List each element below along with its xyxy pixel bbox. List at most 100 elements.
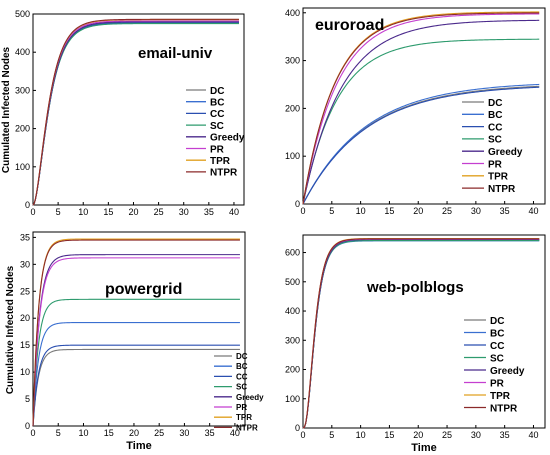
x-tick-label: 20 xyxy=(413,206,423,216)
legend-label: PR xyxy=(236,403,247,412)
series-line-pr xyxy=(32,257,240,427)
y-tick-label: 200 xyxy=(15,124,30,134)
x-tick-label: 25 xyxy=(154,428,164,438)
series-line-sc xyxy=(32,298,240,427)
x-tick-label: 20 xyxy=(413,430,423,440)
x-tick-label: 30 xyxy=(179,207,189,217)
x-axis-label: Time xyxy=(126,440,151,452)
legend-label: CC xyxy=(210,109,224,120)
legend-label: NTPR xyxy=(488,184,516,195)
legend-label: Greedy xyxy=(210,133,245,144)
legend-label: DC xyxy=(210,86,224,97)
y-tick-label: 5 xyxy=(25,394,30,404)
y-tick-label: 10 xyxy=(20,367,30,377)
x-tick-label: 30 xyxy=(471,430,481,440)
plot-frame xyxy=(302,234,546,429)
x-tick-label: 0 xyxy=(30,207,35,217)
series-line-pr xyxy=(302,13,540,205)
x-tick-label: 25 xyxy=(154,207,164,217)
series-line-sc xyxy=(32,23,239,206)
y-tick-label: 15 xyxy=(20,340,30,350)
y-tick-label: 200 xyxy=(285,103,300,113)
y-tick-label: 300 xyxy=(15,85,30,95)
x-tick-label: 10 xyxy=(78,428,88,438)
legend-label: SC xyxy=(236,383,247,392)
x-tick-label: 10 xyxy=(356,430,366,440)
plot-frame xyxy=(302,7,546,205)
plot-frame xyxy=(32,13,245,206)
y-tick-label: 600 xyxy=(285,248,300,258)
legend-label: TPR xyxy=(488,172,509,183)
chart-title: euroroad xyxy=(315,17,384,34)
x-tick-label: 35 xyxy=(205,428,215,438)
y-tick-label: 0 xyxy=(295,199,300,209)
x-tick-label: 40 xyxy=(528,206,538,216)
x-tick-label: 40 xyxy=(528,430,538,440)
legend-label: SC xyxy=(210,121,224,132)
chart-title: powergrid xyxy=(105,281,182,298)
y-tick-label: 100 xyxy=(15,162,30,172)
x-axis-label: Time xyxy=(411,442,436,454)
series-line-dc xyxy=(32,348,240,427)
chart-panel-1: 0 5 10 15 20 25 30 35 400100200300400euroroadDCB… xyxy=(285,7,546,216)
y-tick-label: 400 xyxy=(285,8,300,18)
legend-label: TPR xyxy=(490,391,511,402)
series-line-sc xyxy=(302,38,540,205)
x-tick-label: 35 xyxy=(500,430,510,440)
y-tick-label: 0 xyxy=(25,200,30,210)
y-tick-label: 0 xyxy=(25,421,30,431)
x-tick-label: 35 xyxy=(500,206,510,216)
series-line-bc xyxy=(32,321,240,427)
legend-label: PR xyxy=(488,159,503,170)
legend-label: NTPR xyxy=(236,423,258,432)
y-axis-label: Cumulated Infected Nodes xyxy=(1,47,12,174)
legend-label: SC xyxy=(490,353,504,364)
chart-panel-2: 0 5 10 15 20 25 30 35 40 0 5 10 15 20 25 30 35 powergrid D… xyxy=(5,231,264,452)
x-tick-label: 0 xyxy=(300,430,305,440)
series-line-greedy xyxy=(32,254,240,427)
legend-label: NTPR xyxy=(490,403,518,414)
y-tick-label: 20 xyxy=(20,313,30,323)
x-tick-label: 25 xyxy=(442,430,452,440)
series-line-cc xyxy=(302,86,540,205)
legend-label: DC xyxy=(488,98,502,109)
x-tick-label: 5 xyxy=(329,206,334,216)
legend-label: CC xyxy=(488,122,502,133)
x-tick-label: 35 xyxy=(204,207,214,217)
x-tick-label: 0 xyxy=(300,206,305,216)
legend-label: BC xyxy=(236,362,248,371)
legend-label: CC xyxy=(490,341,504,352)
series-line-ntpr xyxy=(302,238,540,429)
legend-label: BC xyxy=(210,98,224,109)
y-tick-label: 500 xyxy=(15,9,30,19)
legend-label: CC xyxy=(236,372,248,381)
x-tick-label: 15 xyxy=(384,430,394,440)
y-axis-label: Cumulative Infected Nodes xyxy=(5,265,16,394)
series-line-ntpr xyxy=(32,18,239,206)
plot-frame xyxy=(32,231,246,427)
chart-title: email-univ xyxy=(138,45,213,62)
y-tick-label: 500 xyxy=(285,277,300,287)
x-tick-label: 30 xyxy=(179,428,189,438)
series-line-bc xyxy=(302,83,540,205)
y-tick-label: 100 xyxy=(285,151,300,161)
legend-label: BC xyxy=(488,110,502,121)
legend-label: DC xyxy=(490,316,504,327)
legend-label: TPR xyxy=(210,156,231,167)
x-tick-label: 0 xyxy=(30,428,35,438)
y-tick-label: 25 xyxy=(20,286,30,296)
y-tick-label: 300 xyxy=(285,56,300,66)
series-line-ntpr xyxy=(302,12,540,205)
series-line-greedy xyxy=(32,21,239,206)
x-tick-label: 30 xyxy=(471,206,481,216)
series-line-tpr xyxy=(32,238,240,427)
legend-label: SC xyxy=(488,135,502,146)
legend-label: DC xyxy=(236,352,248,361)
y-tick-label: 400 xyxy=(285,306,300,316)
y-tick-label: 30 xyxy=(20,259,30,269)
legend-label: Greedy xyxy=(490,366,525,377)
chart-title: web-polblogs xyxy=(366,279,464,296)
x-tick-label: 20 xyxy=(128,207,138,217)
x-tick-label: 5 xyxy=(56,428,61,438)
